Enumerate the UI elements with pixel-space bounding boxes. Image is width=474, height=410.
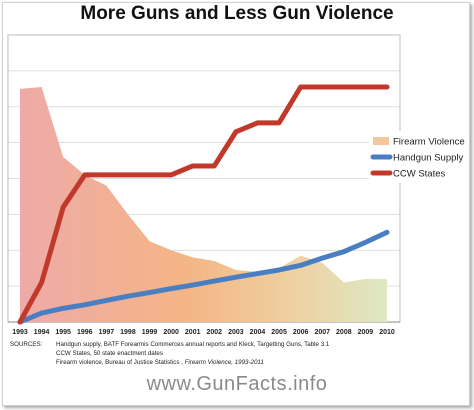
x-tick-label: 2005 xyxy=(271,329,287,336)
x-tick-label: 1996 xyxy=(77,329,93,336)
x-tick-label: 1998 xyxy=(120,329,136,336)
x-tick-label: 2000 xyxy=(163,329,179,336)
x-tick-label: 1993 xyxy=(12,329,28,336)
x-tick-label: 2003 xyxy=(228,329,244,336)
chart-svg: 1993 1994 1995 1996 1997 1998 1999 2000 2001 2002… xyxy=(7,34,465,336)
legend-swatch-area xyxy=(373,137,389,145)
footer-url: www.GunFacts.info xyxy=(146,373,328,395)
x-tick-label: 2007 xyxy=(314,329,330,336)
x-tick-label: 2006 xyxy=(293,329,309,336)
x-tick-label: 2001 xyxy=(185,329,201,336)
source-violence: Firearm violence, Bureau of Justice Stat… xyxy=(56,359,264,366)
source-violence-prefix: Firearm violence, Bureau of Justice Stat… xyxy=(56,359,185,366)
x-tick-label: 1999 xyxy=(142,329,158,336)
x-tick-label: 2010 xyxy=(379,329,395,336)
x-tick-label: 2004 xyxy=(250,329,266,336)
x-tick-label: 1995 xyxy=(55,329,71,336)
series-handgun-supply-line xyxy=(17,229,390,325)
legend-label: CCW States xyxy=(393,169,446,180)
x-tick-label: 1997 xyxy=(99,329,115,336)
x-tick-label: 2008 xyxy=(336,329,352,336)
chart-title: More Guns and Less Gun Violence xyxy=(80,3,394,24)
series-firearm-violence-area xyxy=(20,87,387,322)
x-tick-label: 2009 xyxy=(358,329,374,336)
source-ccw: CCW States, 50 state enactment dates xyxy=(56,350,163,357)
series-ccw-states-line xyxy=(17,84,390,325)
sources-label: SOURCES: xyxy=(10,341,43,348)
legend-label: Handgun Supply xyxy=(393,153,463,164)
x-tick-label: 2002 xyxy=(207,329,223,336)
source-handgun: Handgun supply, BATF Forearmis Commerces… xyxy=(56,341,330,348)
x-tick-label: 1994 xyxy=(34,329,50,336)
source-violence-title: Firearm Violence, 1993-2011 xyxy=(184,359,264,366)
legend-label: Firearm Violence xyxy=(393,137,465,148)
